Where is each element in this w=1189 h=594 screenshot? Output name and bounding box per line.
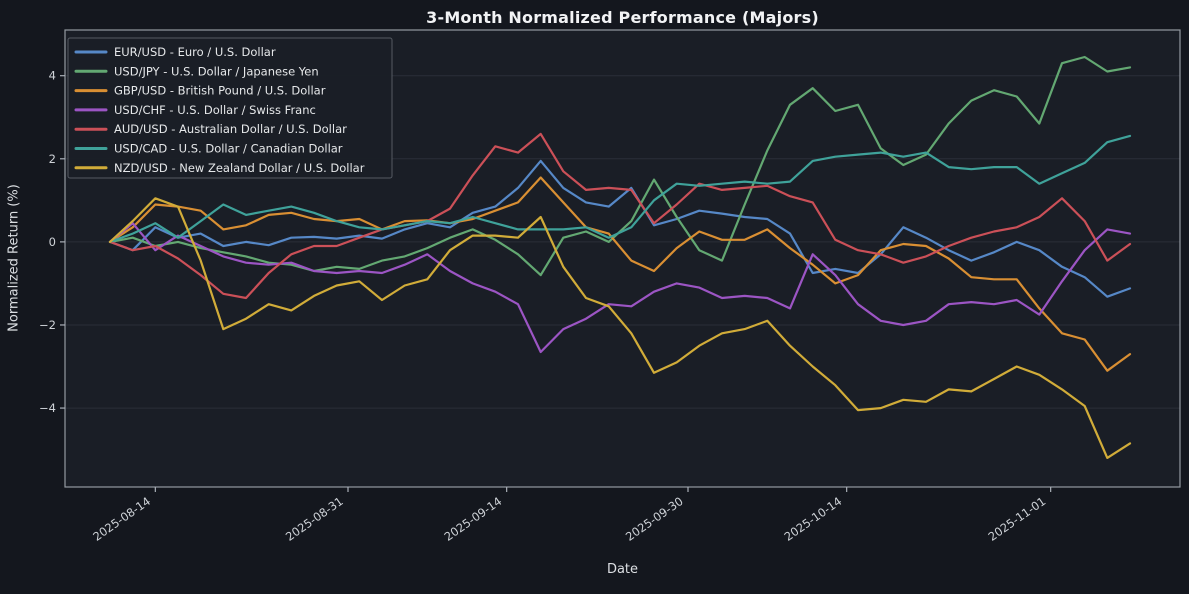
series-line-AUD-USD [108,132,1132,300]
y-tick-label: −2 [39,318,56,332]
x-tick-label: 2025-11-01 [986,494,1049,544]
y-tick-label: 4 [49,69,56,83]
series-line-NZD-USD [108,197,1132,459]
x-tick-label: 2025-09-14 [442,494,505,544]
y-tick-label: −4 [39,401,56,415]
x-tick-label: 2025-09-30 [623,494,686,544]
legend-label-USD-CAD: USD/CAD - U.S. Dollar / Canadian Dollar [114,142,343,156]
y-tick-label: 2 [49,152,56,166]
legend-label-NZD-USD: NZD/USD - New Zealand Dollar / U.S. Doll… [114,161,365,175]
x-tick-label: 2025-08-31 [283,494,346,544]
legend-label-USD-CHF: USD/CHF - U.S. Dollar / Swiss Franc [114,103,316,117]
series-line-GBP-USD [108,176,1132,372]
chart-title: 3-Month Normalized Performance (Majors) [426,8,819,27]
series-line-USD-CAD [108,134,1132,243]
legend-label-AUD-USD: AUD/USD - Australian Dollar / U.S. Dolla… [114,122,347,136]
legend-label-GBP-USD: GBP/USD - British Pound / U.S. Dollar [114,84,326,98]
series-line-EUR-USD [108,159,1132,298]
x-tick-label: 2025-08-14 [90,494,153,544]
x-axis-label: Date [606,562,639,577]
legend [67,37,393,179]
y-tick-label: 0 [49,235,56,249]
x-tick-label: 2025-10-14 [782,494,845,544]
legend-label-EUR-USD: EUR/USD - Euro / U.S. Dollar [114,45,276,59]
legend-label-USD-JPY: USD/JPY - U.S. Dollar / Japanese Yen [114,64,319,78]
y-axis-label: Normalized Return (%) [6,184,22,332]
axes-spines [64,29,1181,488]
